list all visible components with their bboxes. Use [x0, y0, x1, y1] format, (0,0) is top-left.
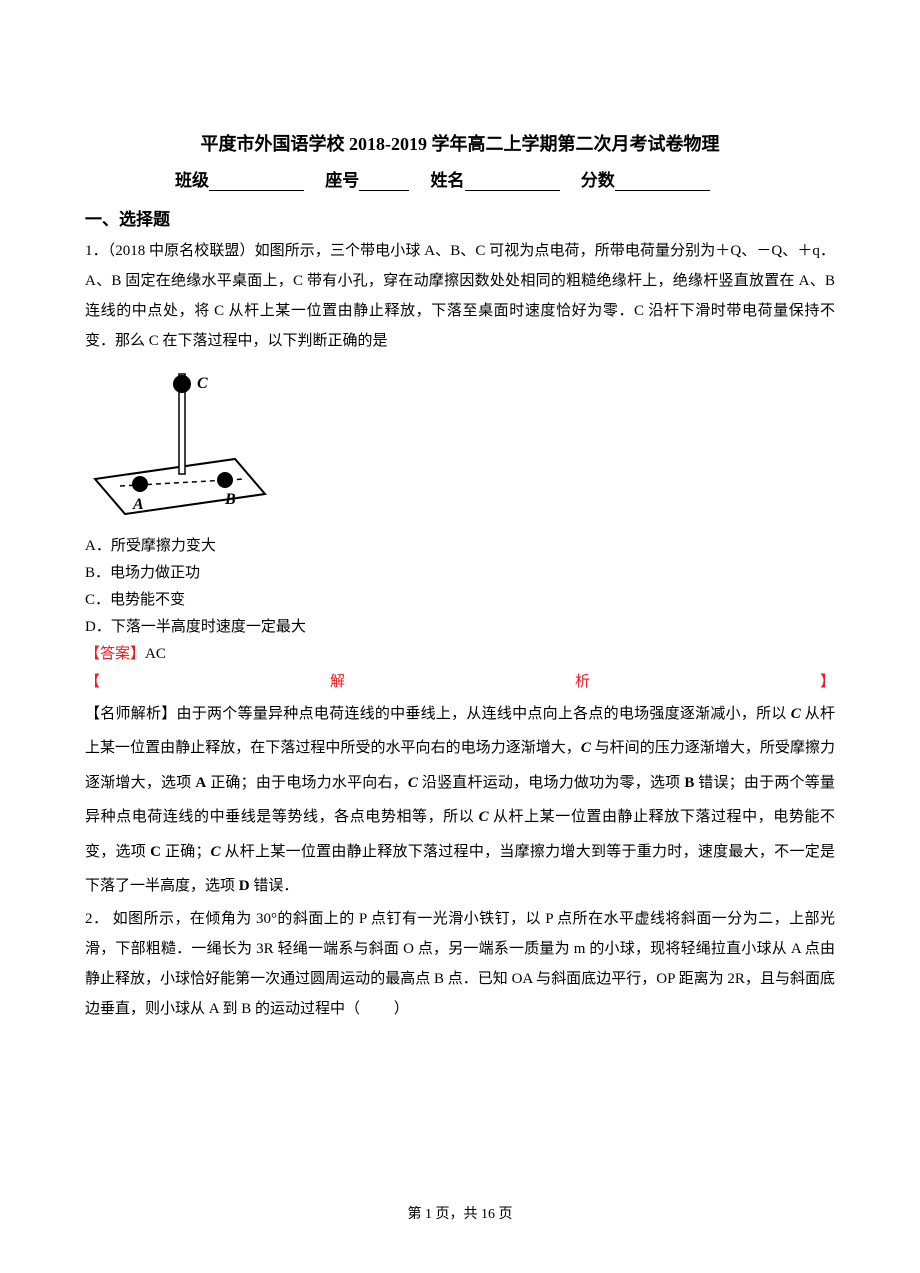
analysis-char-2: 析 [575, 668, 590, 697]
footer-total: 16 [481, 1207, 495, 1222]
q2-stem: 2． 如图所示，在倾角为 30°的斜面上的 P 点钉有一光滑小铁钉，以 P 点所… [85, 904, 835, 1024]
answer-value: AC [145, 646, 166, 662]
q1-stem: 1．（2018 中原名校联盟）如图所示，三个带电小球 A、B、C 可视为点电荷，… [85, 236, 835, 356]
q1-figure: A B C [85, 364, 835, 529]
analysis-header: 【 解 析 】 [85, 668, 835, 697]
q1-option-d: D．下落一半高度时速度一定最大 [85, 614, 835, 641]
section-1-header: 一、选择题 [85, 205, 835, 230]
name-blank [465, 173, 560, 191]
score-blank [615, 173, 710, 191]
score-label: 分数 [581, 171, 615, 190]
class-blank [209, 173, 304, 191]
label-a: A [132, 496, 144, 513]
analysis-t8: 正确； [161, 844, 211, 860]
analysis-char-1: 解 [330, 668, 345, 697]
seat-label: 座号 [325, 171, 359, 190]
var-c2: C [581, 740, 591, 756]
var-c1: C [791, 706, 801, 722]
label-c: C [197, 375, 208, 392]
bracket-right: 】 [820, 668, 835, 697]
var-c5: C [211, 844, 221, 860]
footer-suffix: 页 [495, 1207, 513, 1222]
var-c4: C [479, 809, 489, 825]
footer-prefix: 第 [408, 1207, 426, 1222]
q1-option-a: A．所受摩擦力变大 [85, 533, 835, 560]
label-b: B [224, 491, 236, 508]
analysis-t4: 正确；由于电场力水平向右， [206, 775, 408, 791]
q1-option-c: C．电势能不变 [85, 587, 835, 614]
var-c3: C [408, 775, 418, 791]
analysis-t10: 错误． [250, 878, 299, 894]
opt-d: D [239, 878, 250, 894]
analysis-t1: 由于两个等量异种点电荷连线的中垂线上，从连线中点向上各点的电场强度逐渐减小，所以 [177, 706, 791, 722]
class-label: 班级 [175, 171, 209, 190]
q1-option-b: B．电场力做正功 [85, 560, 835, 587]
name-label: 姓名 [431, 171, 465, 190]
exam-title: 平度市外国语学校 2018-2019 学年高二上学期第二次月考试卷物理 [85, 130, 835, 156]
footer-mid: 页，共 [432, 1207, 481, 1222]
page-footer: 第 1 页，共 16 页 [0, 1203, 920, 1223]
analysis-prefix: 【名师解析】 [85, 706, 177, 722]
opt-c: C [150, 844, 161, 860]
q1-analysis-body: 【名师解析】由于两个等量异种点电荷连线的中垂线上，从连线中点向上各点的电场强度逐… [85, 697, 835, 904]
analysis-t5: 沿竖直杆运动，电场力做功为零，选项 [418, 775, 684, 791]
answer-label: 【答案】 [85, 646, 145, 662]
q1-answer: 【答案】AC [85, 641, 835, 668]
form-line: 班级 座号 姓名 分数 [85, 166, 835, 191]
opt-a: A [195, 775, 206, 791]
footer-page: 1 [425, 1207, 432, 1222]
opt-b: B [684, 775, 694, 791]
seat-blank [359, 173, 409, 191]
bracket-left: 【 [85, 668, 100, 697]
